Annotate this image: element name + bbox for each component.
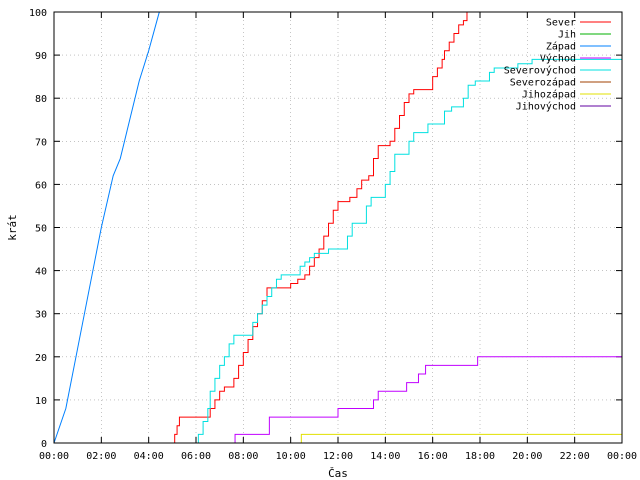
x-tick-label: 16:00 <box>418 451 448 462</box>
x-tick-label: 06:00 <box>181 451 211 462</box>
legend-label: Jih <box>558 30 576 41</box>
y-tick-label: 20 <box>35 353 47 364</box>
x-tick-label: 12:00 <box>323 451 353 462</box>
y-tick-label: 40 <box>35 267 47 278</box>
x-tick-label: 00:00 <box>607 451 637 462</box>
legend-label: Sever <box>546 18 576 29</box>
legend-label: Východ <box>540 53 576 65</box>
y-tick-label: 50 <box>35 224 47 235</box>
y-tick-label: 60 <box>35 180 47 191</box>
series-line-2 <box>53 11 160 444</box>
tick-labels: 0 10 20 30 40 50 60 70 80 90 100 00:00 02:00 04:00 06:… <box>29 8 637 462</box>
y-tick-label: 80 <box>35 94 47 105</box>
x-tick-label: 18:00 <box>465 451 495 462</box>
legend-label: Jihovýchod <box>516 101 576 113</box>
legend: SeverJihZápadVýchodSeverovýchodSeverozáp… <box>504 18 611 113</box>
legend-label: Severozápad <box>510 77 576 89</box>
x-tick-label: 22:00 <box>560 451 590 462</box>
plot-frame <box>53 11 623 444</box>
series-line-3 <box>54 356 622 444</box>
x-tick-label: 02:00 <box>86 451 116 462</box>
x-tick-label: 20:00 <box>512 451 542 462</box>
y-tick-label: 0 <box>41 439 47 450</box>
y-tick-label: 100 <box>29 8 47 19</box>
y-tick-label: 90 <box>35 51 47 62</box>
y-tick-label: 30 <box>35 310 47 321</box>
x-tick-label: 10:00 <box>276 451 306 462</box>
legend-label: Západ <box>546 41 576 53</box>
y-tick-label: 10 <box>35 396 47 407</box>
x-tick-label: 04:00 <box>134 451 164 462</box>
x-tick-label: 00:00 <box>39 451 69 462</box>
x-axis-label: Čas <box>328 467 348 480</box>
grid <box>54 12 622 443</box>
legend-label: Severovýchod <box>504 65 576 77</box>
series-line-0 <box>54 12 468 444</box>
legend-label: Jihozápad <box>522 89 576 101</box>
x-tick-label: 08:00 <box>228 451 258 462</box>
x-tick-label: 14:00 <box>370 451 400 462</box>
y-axis-label: krát <box>6 214 19 241</box>
y-tick-label: 70 <box>35 137 47 148</box>
series-line-4 <box>54 58 622 444</box>
